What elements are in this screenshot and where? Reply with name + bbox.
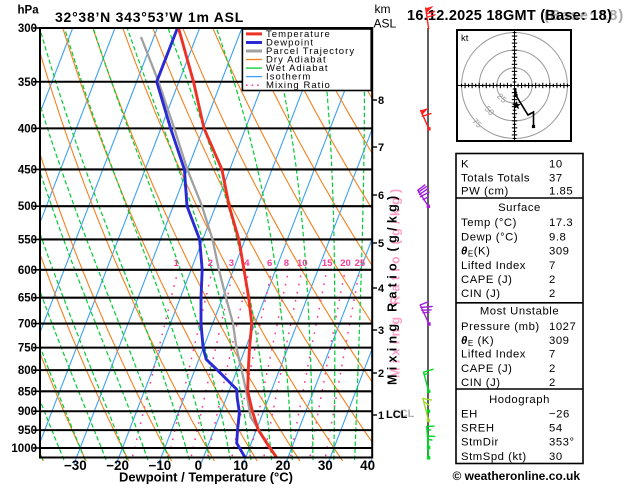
svg-text:7: 7 (549, 349, 556, 361)
svg-text:StmSpd (kt): StmSpd (kt) (461, 451, 527, 463)
svg-text:350: 350 (18, 77, 37, 89)
svg-text:1: 1 (378, 410, 384, 422)
svg-text:950: 950 (18, 425, 37, 437)
svg-text:450: 450 (18, 164, 37, 176)
svg-text:4: 4 (244, 258, 250, 269)
svg-text:16.12.2025 18GMT (Base: 18): 16.12.2025 18GMT (Base: 18) (407, 8, 612, 24)
svg-text:Lifted Index: Lifted Index (461, 260, 526, 272)
svg-text:10: 10 (297, 258, 308, 269)
svg-text:54: 54 (549, 423, 563, 435)
svg-text:37: 37 (549, 173, 563, 185)
svg-text:CAPE (J): CAPE (J) (461, 363, 512, 375)
svg-text:2: 2 (549, 377, 556, 389)
svg-text:2: 2 (549, 288, 556, 300)
svg-text:32°38’N 343°53’W 1m ASL: 32°38’N 343°53’W 1m ASL (55, 9, 244, 25)
svg-text:Mixing Ratio: Mixing Ratio (266, 80, 331, 91)
svg-text:2: 2 (549, 363, 556, 375)
svg-text:309: 309 (549, 335, 570, 347)
svg-text:hPa: hPa (18, 5, 40, 17)
svg-text:2: 2 (378, 368, 384, 380)
svg-text:6: 6 (378, 190, 384, 202)
svg-text:ASL: ASL (374, 17, 397, 31)
svg-text:2: 2 (208, 258, 213, 269)
svg-text:7: 7 (549, 260, 556, 272)
svg-text:7: 7 (378, 142, 384, 154)
svg-text:900: 900 (18, 406, 37, 418)
svg-text:309: 309 (549, 246, 570, 258)
svg-text:2: 2 (549, 274, 556, 286)
svg-text:650: 650 (18, 293, 37, 305)
svg-text:3: 3 (378, 325, 384, 337)
svg-text:9.8: 9.8 (549, 232, 566, 244)
svg-text:17.3: 17.3 (549, 217, 573, 229)
svg-text:4: 4 (378, 283, 385, 295)
svg-text:Dewp (°C): Dewp (°C) (461, 232, 518, 244)
svg-text:Totals Totals: Totals Totals (461, 173, 530, 185)
svg-text:CAPE (J): CAPE (J) (461, 274, 512, 286)
svg-text:Mixing Ratio (g/kg): Mixing Ratio (g/kg) (386, 192, 400, 386)
svg-text:3: 3 (229, 258, 234, 269)
svg-text:5: 5 (378, 238, 384, 250)
svg-text:1000: 1000 (11, 443, 37, 455)
svg-text:CIN (J): CIN (J) (461, 377, 501, 389)
svg-text:850: 850 (18, 386, 37, 398)
svg-text:PW (cm): PW (cm) (461, 186, 509, 198)
svg-text:400: 400 (18, 123, 37, 135)
svg-text:8: 8 (284, 258, 289, 269)
svg-text:800: 800 (18, 365, 37, 377)
svg-text:1.85: 1.85 (549, 186, 573, 198)
svg-text:K: K (461, 159, 469, 171)
svg-text:600: 600 (18, 265, 37, 277)
svg-text:Surface: Surface (498, 202, 541, 214)
svg-text:1027: 1027 (549, 321, 576, 333)
svg-text:6: 6 (267, 258, 272, 269)
svg-text:15: 15 (322, 258, 333, 269)
svg-text:SREH: SREH (461, 423, 495, 435)
svg-text:kt: kt (461, 33, 469, 44)
svg-text:353°: 353° (549, 437, 575, 449)
svg-text:LCL: LCL (386, 409, 408, 421)
svg-text:© weatheronline.co.uk: © weatheronline.co.uk (453, 469, 581, 483)
svg-text:Most Unstable: Most Unstable (480, 306, 559, 318)
svg-text:30: 30 (549, 451, 563, 463)
svg-text:40: 40 (360, 458, 375, 473)
svg-text:550: 550 (18, 234, 37, 246)
svg-text:Temp (°C): Temp (°C) (461, 217, 517, 229)
svg-text:−30: −30 (64, 458, 87, 473)
svg-text:10: 10 (549, 159, 563, 171)
svg-text:1: 1 (174, 258, 180, 269)
svg-text:8: 8 (378, 95, 384, 107)
svg-text:EH: EH (461, 409, 478, 421)
svg-text:25: 25 (355, 258, 366, 269)
svg-text:Hodograph: Hodograph (489, 394, 550, 406)
svg-text:km: km (375, 2, 391, 16)
svg-text:Lifted Index: Lifted Index (461, 349, 526, 361)
svg-text:Pressure (mb): Pressure (mb) (461, 321, 540, 333)
svg-text:θE(K): θE(K) (461, 246, 490, 259)
svg-text:CIN (J): CIN (J) (461, 288, 501, 300)
svg-text:500: 500 (18, 201, 37, 213)
svg-text:StmDir: StmDir (461, 437, 499, 449)
svg-text:750: 750 (18, 343, 37, 355)
svg-text:20: 20 (340, 258, 351, 269)
svg-text:700: 700 (18, 319, 37, 331)
svg-text:30: 30 (318, 458, 333, 473)
svg-text:−26: −26 (549, 409, 570, 421)
svg-text:θE (K): θE (K) (461, 335, 494, 348)
svg-text:Dewpoint / Temperature (°C): Dewpoint / Temperature (°C) (119, 470, 293, 485)
svg-text:300: 300 (18, 23, 37, 35)
